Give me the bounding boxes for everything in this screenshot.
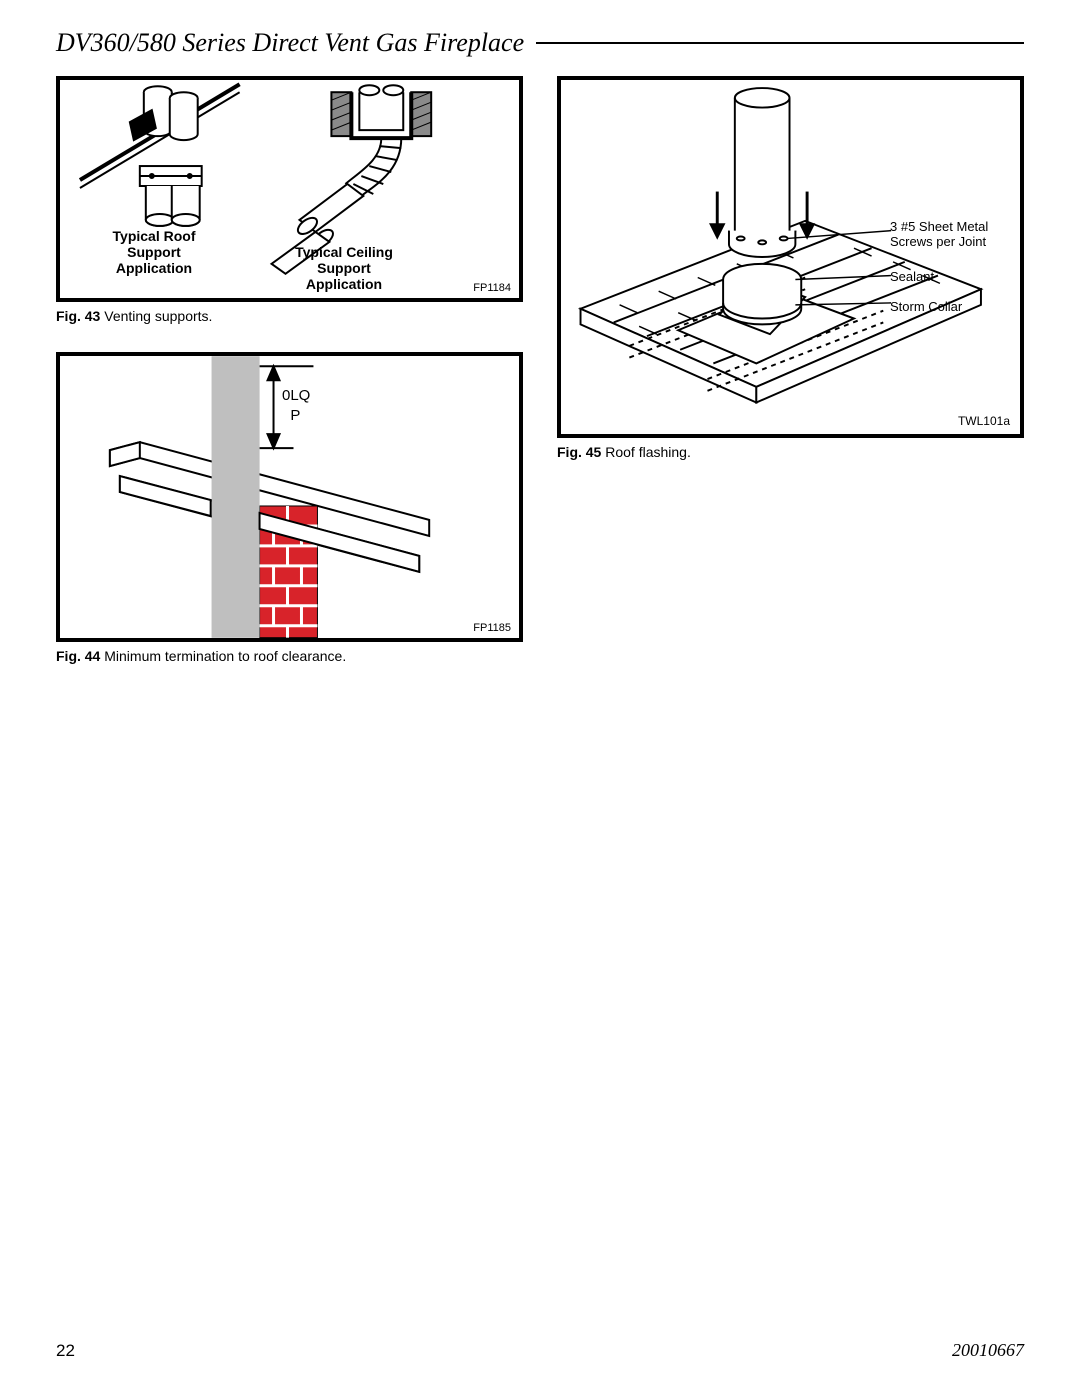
fig45-caption-num: Fig. 45: [557, 444, 601, 460]
fig45-caption-text: Roof flashing.: [601, 444, 691, 460]
document-number: 20010667: [952, 1340, 1024, 1361]
fig43-caption: Fig. 43 Venting supports.: [56, 308, 523, 324]
page-footer: 22 20010667: [56, 1340, 1024, 1361]
fig44-caption-num: Fig. 44: [56, 648, 100, 664]
header-rule: [536, 42, 1024, 44]
figure-44-box: 0LQ P FP1185: [56, 352, 523, 642]
fig45-diagram-code: TWL101a: [958, 414, 1010, 428]
left-column: Typical RoofSupportApplication Typical C…: [56, 76, 523, 664]
page-header: DV360/580 Series Direct Vent Gas Firepla…: [56, 28, 1024, 58]
figure-43-box: Typical RoofSupportApplication Typical C…: [56, 76, 523, 302]
fig43-caption-num: Fig. 43: [56, 308, 100, 324]
fig43-label-roof: Typical RoofSupportApplication: [94, 228, 214, 276]
page-title: DV360/580 Series Direct Vent Gas Firepla…: [56, 28, 524, 58]
fig44-diagram-code: FP1185: [473, 622, 511, 634]
figure-45-box: 3 #5 Sheet MetalScrews per Joint Sealant…: [557, 76, 1024, 438]
fig44-dimension-label: 0LQ P: [282, 386, 310, 425]
fig43-diagram-code: FP1184: [473, 282, 511, 294]
right-column: 3 #5 Sheet MetalScrews per Joint Sealant…: [557, 76, 1024, 460]
fig43-label-ceiling: Typical CeilingSupportApplication: [274, 244, 414, 292]
fig43-caption-text: Venting supports.: [100, 308, 212, 324]
figure-45-diagram: [561, 80, 1020, 434]
fig45-caption: Fig. 45 Roof flashing.: [557, 444, 1024, 460]
page-number: 22: [56, 1341, 75, 1361]
content-columns: Typical RoofSupportApplication Typical C…: [56, 76, 1024, 664]
fig45-callout-sealant: Sealant: [890, 270, 1010, 285]
fig44-caption: Fig. 44 Minimum termination to roof clea…: [56, 648, 523, 664]
fig45-callout-screws: 3 #5 Sheet MetalScrews per Joint: [890, 220, 1010, 250]
fig44-caption-text: Minimum termination to roof clearance.: [100, 648, 346, 664]
fig45-callout-storm-collar: Storm Collar: [890, 300, 1010, 315]
